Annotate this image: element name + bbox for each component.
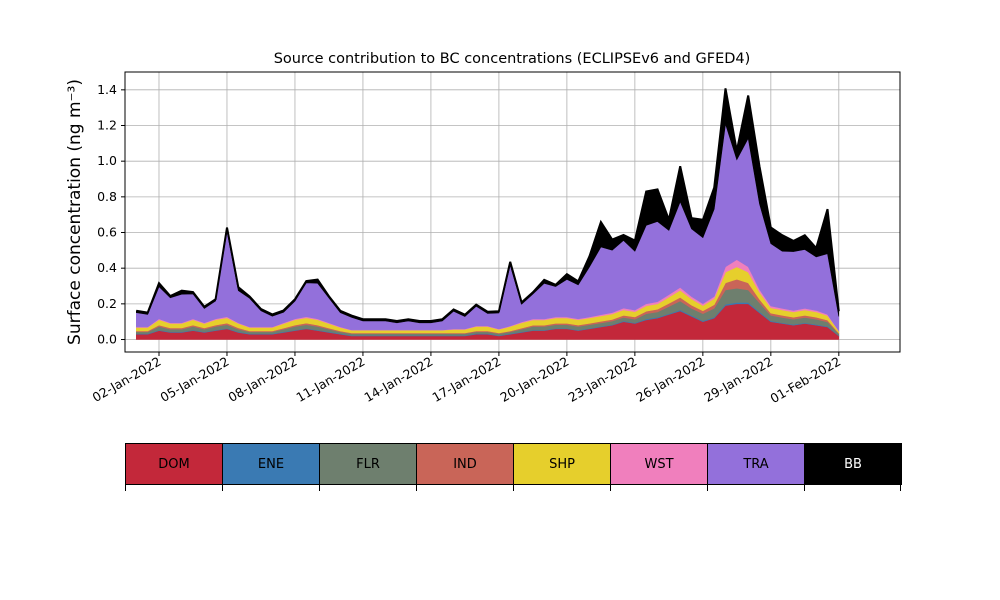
legend-item-label: WST [644,456,674,472]
x-tick-label: 14-Jan-2022 [361,354,435,405]
y-tick-label: 0.6 [97,225,117,240]
y-tick-label: 0.2 [97,296,117,311]
legend-item-shp: SHP [513,443,611,485]
legend-tick [707,485,708,491]
legend-item-label: IND [453,456,477,472]
legend-item-label: TRA [743,456,769,472]
x-tick-label: 23-Jan-2022 [565,354,639,405]
x-tick-label: 02-Jan-2022 [90,354,164,405]
legend-item-label: SHP [549,456,575,472]
y-tick-label: 1.0 [97,153,117,168]
x-tick-label: 26-Jan-2022 [633,354,707,405]
legend-item-tra: TRA [707,443,805,485]
legend-item-bb: BB [804,443,902,485]
legend-tick [900,485,901,491]
legend-tick [610,485,611,491]
y-axis-label: Surface concentration (ng m⁻³) [65,79,85,345]
total-outline [136,88,840,323]
legend-tick [222,485,223,491]
x-tick-label: 05-Jan-2022 [158,354,232,405]
legend-item-label: FLR [356,456,380,472]
legend-tick [804,485,805,491]
legend-item-flr: FLR [319,443,417,485]
y-tick-label: 1.4 [97,82,117,97]
legend-item-label: ENE [257,456,285,472]
legend-item-label: BB [844,456,862,472]
legend-tick [125,485,126,491]
x-tick-label: 08-Jan-2022 [226,354,300,405]
y-tick-label: 0.4 [97,260,117,275]
x-tick-label: 01-Feb-2022 [768,354,844,406]
x-tick-label: 17-Jan-2022 [429,354,503,405]
x-tick-label: 29-Jan-2022 [701,354,775,405]
legend-item-label: DOM [158,456,190,472]
y-tick-label: 0.0 [97,332,117,347]
legend-item-ene: ENE [222,443,320,485]
legend-item-dom: DOM [125,443,223,485]
legend-tick [513,485,514,491]
x-tick-label: 11-Jan-2022 [294,354,368,405]
y-tick-label: 0.8 [97,189,117,204]
chart-title: Source contribution to BC concentrations… [274,51,751,67]
legend-item-ind: IND [416,443,514,485]
legend-tick [416,485,417,491]
legend-tick [319,485,320,491]
stacked-areas [136,88,840,340]
y-tick-label: 1.2 [97,118,117,133]
legend-item-wst: WST [610,443,708,485]
x-tick-label: 20-Jan-2022 [497,354,571,405]
legend-colorbar: DOM ENE FLR IND SHP WST TRA BB [125,443,902,491]
grid-lines [125,72,900,352]
plot-frame [124,71,901,353]
